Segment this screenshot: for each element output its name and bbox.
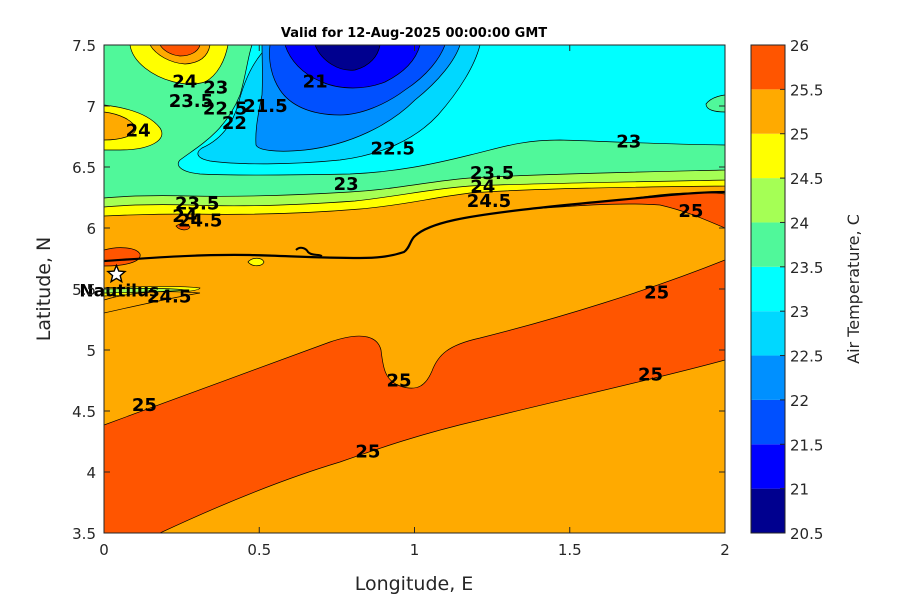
colorbar: 20.5 21 21.5 22 22.5 23 23.5 24 24.5 25 25.5 26 <box>750 37 823 543</box>
contour-label: 22 <box>222 113 247 134</box>
band-coastal-green-strip <box>104 287 186 294</box>
colorbar-frame <box>750 44 786 534</box>
contour-label: 25 <box>355 441 380 462</box>
contour-label: 21.5 <box>243 96 287 117</box>
contour-label: 24.5 <box>178 211 222 232</box>
band-22p5-blob-east <box>705 94 725 113</box>
coastline <box>104 190 725 263</box>
site-label: Nautilus <box>79 281 159 301</box>
contour-label: 24 <box>126 120 151 141</box>
contour-label: 23 <box>334 174 359 195</box>
contour-label: 24.5 <box>147 286 191 307</box>
contour-label: 25 <box>644 283 669 304</box>
colorbar-tick-label: 22.5 <box>790 348 823 366</box>
colorbar-swatch <box>751 488 785 533</box>
contour-label: 24.5 <box>467 191 511 212</box>
colorbar-swatch <box>751 222 785 267</box>
colorbar-swatch <box>751 178 785 223</box>
site-marker: Nautilus <box>79 263 159 301</box>
y-axis-label: Latitude, N <box>33 237 55 342</box>
contour-label: 22.5 <box>371 139 415 160</box>
y-tick-label: 7 <box>86 98 96 116</box>
colorbar-tick-label: 21 <box>790 481 809 499</box>
y-tick-label: 5 <box>86 342 96 360</box>
star-icon <box>106 263 127 284</box>
colorbar-tick-label: 23 <box>790 303 809 321</box>
contour-label: 24 <box>470 177 495 198</box>
contour-label: 22.5 <box>203 98 247 119</box>
colorbar-swatch <box>751 399 785 445</box>
colorbar-swatch <box>751 266 785 312</box>
y-axis-ticks: 3.5 4 4.5 5 5.5 6 6.5 7 7.5 <box>72 37 725 543</box>
contour-label: 25 <box>386 371 411 392</box>
colorbar-swatch <box>751 45 785 90</box>
contour-label: 24 <box>172 72 197 93</box>
band-west-orange <box>104 111 137 141</box>
colorbar-tick-label: 24.5 <box>790 170 823 188</box>
colorbar-tick-label: 23.5 <box>790 259 823 277</box>
contour-label: 23.5 <box>169 91 213 112</box>
coast-detail <box>295 246 323 257</box>
x-axis-label: Longitude, E <box>355 573 474 595</box>
x-tick-label: 0.5 <box>247 541 271 559</box>
contour-label: 23 <box>203 78 228 99</box>
contour-label: 24 <box>172 206 197 227</box>
colorbar-tick-label: 20.5 <box>790 525 823 543</box>
contour-label: 21 <box>303 72 328 93</box>
contour-fill-regions <box>104 45 725 533</box>
x-tick-label: 0 <box>99 541 109 559</box>
band-below-20p5 <box>314 45 381 71</box>
band-small-pocket-near-6n <box>175 223 191 231</box>
contour-label: 23 <box>616 131 641 152</box>
y-tick-label: 7.5 <box>72 37 96 55</box>
contour-label: 23.5 <box>470 163 514 184</box>
contour-labels: 2121.52222.52323.5242422.5232323.52424.5… <box>126 72 704 463</box>
chart-title: Valid for 12-Aug-2025 00:00:00 GMT <box>281 26 547 41</box>
band-lower-west-orange <box>104 291 201 314</box>
colorbar-tick-label: 22 <box>790 392 809 410</box>
colorbar-swatch <box>751 444 785 489</box>
y-tick-label: 4 <box>86 464 96 482</box>
colorbar-swatch <box>751 311 785 356</box>
x-tick-label: 1.5 <box>558 541 582 559</box>
colorbar-tick-label: 25.5 <box>790 81 823 99</box>
colorbar-tick-label: 21.5 <box>790 436 823 454</box>
colorbar-label: Air Temperature, C <box>844 214 863 364</box>
contour-label: 25 <box>678 201 703 222</box>
y-tick-label: 6 <box>86 220 96 238</box>
colorbar-swatch <box>751 89 785 134</box>
y-tick-label: 5.5 <box>72 281 96 299</box>
colorbar-tick-label: 24 <box>790 214 809 232</box>
colorbar-tick-label: 25 <box>790 126 809 144</box>
colorbar-tick-label: 26 <box>790 37 809 55</box>
band-small-pocket-central <box>247 257 265 267</box>
contour-label: 23.5 <box>175 194 219 215</box>
y-tick-label: 4.5 <box>72 403 96 421</box>
colorbar-swatch <box>751 355 785 400</box>
contour-label: 25 <box>638 364 663 385</box>
contour-label: 25 <box>132 395 157 416</box>
x-tick-label: 2 <box>720 541 730 559</box>
band-northwest-red <box>159 45 201 57</box>
y-tick-label: 6.5 <box>72 159 96 177</box>
y-tick-label: 3.5 <box>72 525 96 543</box>
colorbar-swatch <box>751 133 785 179</box>
x-tick-label: 1 <box>410 541 420 559</box>
x-axis-ticks: 0 0.5 1 1.5 2 <box>99 45 730 559</box>
band-25-25p5-lower <box>104 259 725 533</box>
